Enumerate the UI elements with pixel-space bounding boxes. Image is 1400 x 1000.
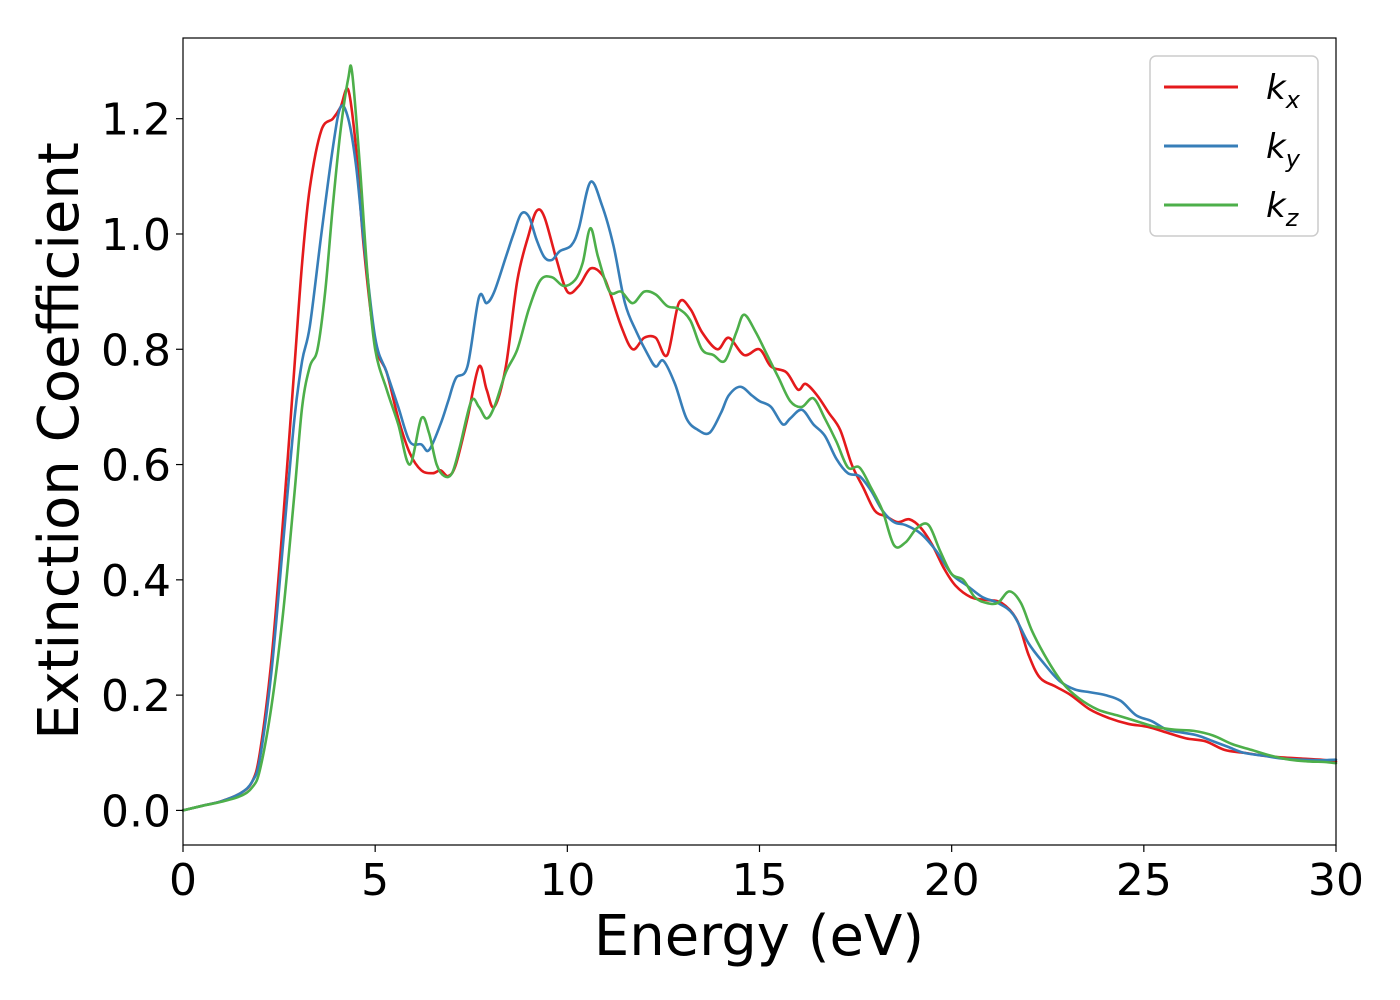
- y-tick-label: 0.8: [101, 325, 171, 376]
- y-axis-ticks: 0.0 0.2 0.4 0.6 0.8 1.0 1.2: [101, 95, 183, 837]
- x-tick-label: 0: [169, 855, 197, 906]
- x-tick-label: 10: [539, 855, 595, 906]
- x-axis-label: Energy (eV): [594, 904, 924, 969]
- y-tick-label: 0.0: [101, 786, 171, 837]
- y-tick-label: 1.0: [101, 210, 171, 261]
- x-tick-label: 5: [361, 855, 389, 906]
- y-tick-label: 0.4: [101, 556, 171, 607]
- series-line-z: [181, 64, 1338, 812]
- y-tick-label: 0.6: [101, 441, 171, 492]
- x-tick-label: 30: [1308, 855, 1364, 906]
- plot-background: [183, 38, 1336, 845]
- series-layer: [181, 64, 1338, 812]
- x-tick-label: 25: [1116, 855, 1172, 906]
- series-line-y: [181, 104, 1338, 812]
- legend: kx ky kz: [1149, 55, 1319, 237]
- x-axis-ticks: 0 5 10 15 20 25 30: [169, 845, 1364, 906]
- y-tick-label: 0.2: [101, 671, 171, 722]
- legend-label-x: kx: [1266, 68, 1301, 114]
- x-tick-label: 15: [732, 855, 788, 906]
- x-tick-label: 20: [924, 855, 980, 906]
- y-tick-label: 1.2: [101, 95, 171, 146]
- legend-label-y: ky: [1266, 127, 1301, 173]
- legend-label-z: kz: [1266, 186, 1300, 232]
- series-line-x: [181, 87, 1338, 812]
- y-axis-label: Extinction Coefficient: [27, 142, 92, 740]
